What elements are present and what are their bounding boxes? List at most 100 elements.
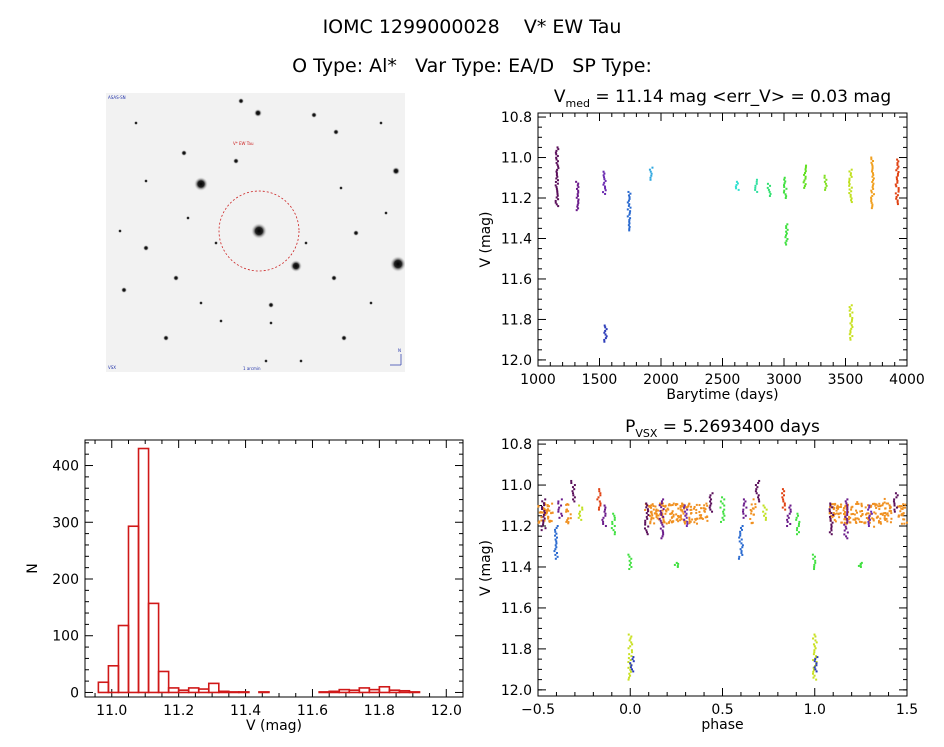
ph-point bbox=[786, 525, 789, 528]
ph-baseline-point bbox=[658, 502, 661, 505]
ph-point bbox=[739, 534, 742, 537]
ph-point bbox=[745, 506, 748, 509]
ph-baseline-point bbox=[545, 512, 548, 515]
ph-baseline-point bbox=[663, 520, 666, 523]
ph-baseline-point bbox=[832, 506, 835, 509]
ph-point bbox=[740, 538, 743, 541]
ph-point bbox=[755, 492, 758, 495]
ph-baseline-point bbox=[854, 518, 857, 521]
lc-point bbox=[628, 211, 631, 214]
ph-baseline-point bbox=[671, 510, 674, 513]
ph-point bbox=[846, 506, 849, 509]
ph-baseline-point bbox=[848, 515, 851, 518]
ph-point bbox=[631, 668, 634, 671]
lc-point bbox=[755, 182, 758, 185]
hist-bar-8 bbox=[177, 689, 190, 694]
ph-baseline-point bbox=[670, 520, 673, 523]
ph-point bbox=[708, 506, 711, 509]
ph-point bbox=[893, 498, 896, 501]
ph-point bbox=[722, 512, 725, 515]
ph-point bbox=[647, 525, 650, 528]
lc-point bbox=[896, 199, 899, 202]
ph-baseline-point bbox=[847, 518, 850, 521]
ph-baseline-point bbox=[902, 518, 905, 521]
lc-point bbox=[785, 225, 788, 228]
lc-point bbox=[897, 187, 900, 190]
ph-baseline-point bbox=[855, 502, 858, 505]
ph-point bbox=[843, 533, 846, 536]
ph-point bbox=[867, 525, 870, 528]
star-11 bbox=[121, 287, 127, 293]
lc-point bbox=[804, 170, 807, 173]
lc-xlabel: Barytime (days) bbox=[666, 387, 778, 403]
ph-point bbox=[757, 496, 760, 499]
lc-point bbox=[803, 186, 806, 189]
lc-point bbox=[871, 205, 874, 208]
ph-point bbox=[796, 527, 799, 530]
lc-point bbox=[849, 195, 852, 198]
ph-baseline-point bbox=[750, 512, 753, 515]
lc-point bbox=[627, 194, 630, 197]
star-18 bbox=[269, 321, 273, 325]
ph-baseline-point bbox=[543, 507, 546, 510]
lc-point bbox=[577, 182, 580, 185]
lc-cluster-4 bbox=[626, 190, 632, 232]
ph-point bbox=[868, 516, 871, 519]
lc-point bbox=[766, 182, 769, 185]
ph-baseline-point bbox=[676, 518, 679, 521]
ph-baseline-point bbox=[649, 505, 652, 508]
star-17 bbox=[268, 302, 274, 308]
ph-point bbox=[798, 520, 801, 523]
lc-point bbox=[557, 179, 560, 182]
ph-baseline-point bbox=[898, 505, 901, 508]
ph-baseline-point bbox=[698, 504, 701, 507]
ph-point bbox=[812, 557, 815, 560]
ph-point bbox=[796, 533, 799, 536]
ph-baseline-point bbox=[658, 518, 661, 521]
lc-point bbox=[575, 180, 578, 183]
ph-point bbox=[571, 486, 574, 489]
ph-point bbox=[543, 511, 546, 514]
ph-point bbox=[660, 537, 663, 540]
lc-point bbox=[626, 208, 629, 211]
ph-point bbox=[867, 520, 870, 523]
lc-point bbox=[555, 174, 558, 177]
star-2 bbox=[290, 260, 302, 272]
ph-point bbox=[613, 516, 616, 519]
ph-baseline-point bbox=[541, 511, 544, 514]
ph-point bbox=[658, 504, 661, 507]
ph-cluster-10 bbox=[629, 656, 635, 673]
ph-point bbox=[742, 516, 745, 519]
ph-baseline-point bbox=[662, 505, 665, 508]
hist-bar-5 bbox=[147, 602, 160, 694]
ph-baseline-point bbox=[661, 509, 664, 512]
star-33 bbox=[134, 121, 138, 125]
lc-point bbox=[803, 173, 806, 176]
ph-point bbox=[632, 670, 635, 673]
ph-point bbox=[738, 555, 741, 558]
hist-bar-27 bbox=[368, 688, 381, 694]
lc-point bbox=[650, 174, 653, 177]
lc-point bbox=[783, 189, 786, 192]
ph-point bbox=[628, 568, 631, 571]
ph-baseline-point bbox=[902, 506, 905, 509]
ph-baseline-point bbox=[832, 514, 835, 517]
ph-point bbox=[542, 521, 545, 524]
hist-bar-28 bbox=[378, 685, 391, 694]
ph-baseline-point bbox=[669, 512, 672, 515]
ph-baseline-point bbox=[751, 507, 754, 510]
lc-point bbox=[871, 165, 874, 168]
lc-point bbox=[555, 156, 558, 159]
lc-point bbox=[870, 198, 873, 201]
ph-point bbox=[739, 532, 742, 535]
ph-point bbox=[628, 672, 631, 675]
ph-baseline-point bbox=[675, 513, 678, 516]
ph-baseline-point bbox=[884, 512, 887, 515]
lc-point bbox=[896, 158, 899, 161]
lc-point bbox=[785, 243, 788, 246]
ph-point bbox=[846, 513, 849, 516]
ph-point bbox=[795, 518, 798, 521]
ph-baseline-point bbox=[649, 511, 652, 514]
ph-point bbox=[755, 488, 758, 491]
ph-point bbox=[815, 660, 818, 663]
